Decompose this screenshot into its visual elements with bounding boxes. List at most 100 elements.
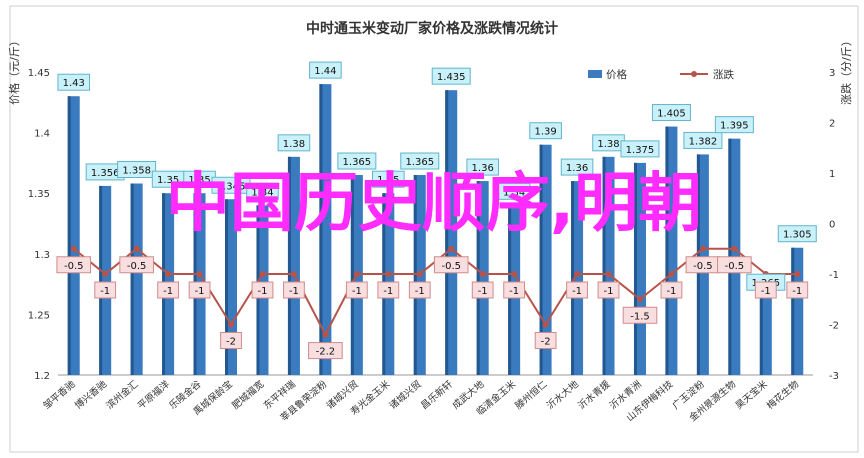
left-tick-label-3: 1.35 xyxy=(28,189,50,200)
price-label-12: 1.435 xyxy=(437,72,466,83)
change-marker-21 xyxy=(731,245,738,252)
change-label-11: -1 xyxy=(415,286,425,297)
legend-change-marker xyxy=(691,71,697,77)
change-label-box-16 xyxy=(566,281,588,299)
price-label-box-7 xyxy=(277,134,311,152)
change-label-box-4 xyxy=(188,281,211,299)
change-label-6: -1 xyxy=(257,286,267,297)
price-label-8: 1.44 xyxy=(314,66,336,77)
price-label-23: 1.305 xyxy=(783,230,812,241)
left-tick-label-1: 1.25 xyxy=(28,310,50,321)
price-bar-shade-18 xyxy=(633,162,637,375)
change-marker-18 xyxy=(636,296,643,303)
price-label-10: 1.35 xyxy=(377,175,399,186)
left-axis-ticks: 1.2 1.25 1.3 1.35 1.4 1.45 xyxy=(28,68,50,382)
price-label-11: 1.365 xyxy=(405,157,434,168)
price-label-box-0 xyxy=(57,73,91,91)
price-label-4: 1.35 xyxy=(188,175,210,186)
price-bar-shade-9 xyxy=(350,175,354,375)
change-marker-23 xyxy=(794,271,801,277)
change-label-box-23 xyxy=(786,281,809,299)
change-label-23: -1 xyxy=(792,286,802,297)
legend-price-swatch xyxy=(588,70,602,78)
price-bar-shade-22 xyxy=(759,296,763,375)
change-label-22: -1 xyxy=(761,286,771,297)
change-label-box-8 xyxy=(308,342,343,360)
change-marker-11 xyxy=(416,271,423,277)
change-label-1: -1 xyxy=(100,286,110,297)
change-label-box-18 xyxy=(622,306,658,324)
price-label-15: 1.39 xyxy=(534,127,556,138)
price-label-1: 1.356 xyxy=(91,168,120,179)
price-label-5: 1.345 xyxy=(217,181,246,192)
price-label-box-11 xyxy=(400,152,440,170)
change-label-box-22 xyxy=(754,281,777,299)
change-label-2: -0.5 xyxy=(127,261,147,272)
price-label-box-19 xyxy=(651,104,691,122)
change-marker-10 xyxy=(385,271,392,277)
change-label-15: -2 xyxy=(541,337,551,348)
change-marker-13 xyxy=(479,271,486,277)
price-label-2: 1.358 xyxy=(122,166,151,177)
change-label-12: -0.5 xyxy=(441,261,461,272)
change-label-box-0 xyxy=(56,256,92,274)
change-marker-1 xyxy=(102,271,109,277)
right-axis-title: 涨跌（分/斤） xyxy=(839,35,853,105)
left-tick-label-5: 1.45 xyxy=(28,68,50,79)
watermark-text: 中国历史顺序,明朝 xyxy=(166,167,702,241)
change-label-20: -0.5 xyxy=(693,261,713,272)
change-marker-4 xyxy=(196,271,203,277)
change-label-5: -2 xyxy=(226,337,236,348)
change-label-box-13 xyxy=(471,281,494,299)
right-tick-label-1: -2 xyxy=(829,321,839,332)
price-label-box-13 xyxy=(466,158,499,176)
change-marker-0 xyxy=(70,245,77,252)
price-label-18: 1.375 xyxy=(626,145,655,156)
change-marker-9 xyxy=(353,271,360,277)
price-label-7: 1.38 xyxy=(283,139,305,150)
change-marker-17 xyxy=(605,271,612,277)
price-label-box-23 xyxy=(777,225,817,243)
price-label-16: 1.36 xyxy=(566,163,588,174)
change-label-box-10 xyxy=(377,281,400,299)
change-label-19: -1 xyxy=(666,286,676,297)
change-label-3: -1 xyxy=(163,286,173,297)
left-tick-label-2: 1.3 xyxy=(34,250,50,261)
change-label-box-9 xyxy=(345,281,368,299)
change-label-9: -1 xyxy=(352,286,362,297)
price-bar-shade-1 xyxy=(99,185,103,375)
chart-title: 中时通玉米变动厂家价格及涨跌情况统计 xyxy=(306,20,558,37)
change-marker-3 xyxy=(165,271,172,277)
change-label-box-1 xyxy=(94,281,117,299)
price-label-box-6 xyxy=(246,182,279,200)
price-label-box-20 xyxy=(683,131,723,149)
change-marker-7 xyxy=(290,271,297,277)
price-bar-shade-5 xyxy=(225,199,229,375)
change-marker-6 xyxy=(259,271,266,277)
price-bar-shade-7 xyxy=(287,156,291,375)
price-bar-shade-2 xyxy=(130,183,134,375)
price-label-14: 1.34 xyxy=(503,187,525,198)
price-label-box-10 xyxy=(372,170,405,188)
change-label-box-14 xyxy=(503,281,526,299)
change-label-13: -1 xyxy=(478,286,488,297)
right-tick-label-2: -1 xyxy=(829,270,839,281)
change-label-box-11 xyxy=(408,281,431,299)
change-marker-19 xyxy=(668,271,675,277)
legend-price-label: 价格 xyxy=(606,68,627,81)
price-label-17: 1.38 xyxy=(597,139,619,150)
price-label-19: 1.405 xyxy=(657,109,686,120)
price-label-box-12 xyxy=(431,67,471,85)
change-label-box-12 xyxy=(433,256,469,274)
price-label-21: 1.395 xyxy=(720,121,749,132)
change-marker-2 xyxy=(133,245,140,252)
price-bar-shade-19 xyxy=(665,126,669,375)
change-label-7: -1 xyxy=(289,286,299,297)
price-label-20: 1.382 xyxy=(689,136,718,147)
price-label-box-16 xyxy=(560,158,594,176)
change-label-box-19 xyxy=(660,281,683,299)
price-label-box-2 xyxy=(117,161,157,179)
change-label-box-21 xyxy=(717,256,752,274)
